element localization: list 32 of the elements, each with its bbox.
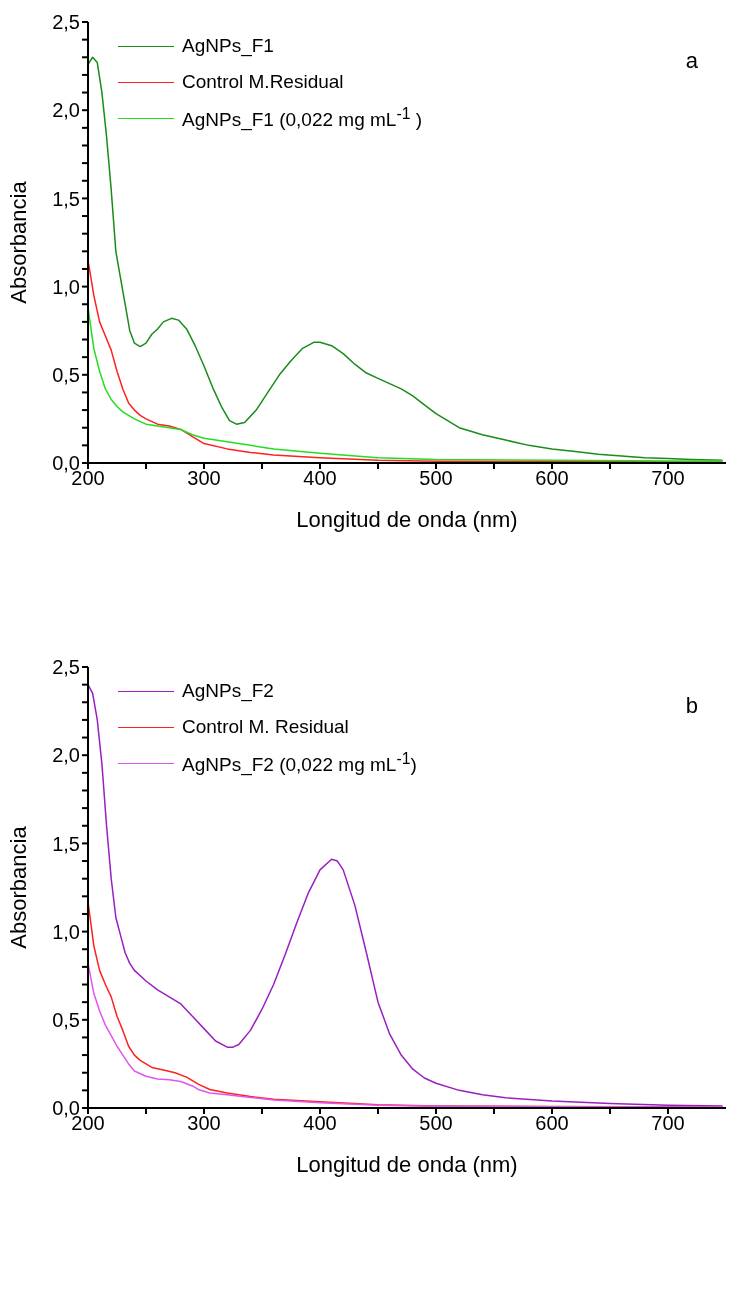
legend-label: AgNPs_F1 (0,022 mg mL$^{-1}$ )	[182, 104, 423, 132]
annotation: a	[685, 48, 698, 74]
y-tick-label: 2,5	[52, 11, 80, 34]
legend-label: Control M.Residual	[182, 71, 344, 93]
legend-label: AgNPs_F2 (0,022 mg mL$^{-1}$)	[182, 749, 417, 777]
x-tick-label: 500	[419, 1112, 453, 1135]
x-tick-label: 700	[651, 467, 685, 490]
y-tick-label: 0,5	[52, 363, 80, 386]
x-tick-label: 400	[303, 1112, 337, 1135]
y-axis-title: Absorbancia	[5, 180, 31, 304]
x-tick-label: 400	[303, 467, 337, 490]
y-tick-label: 1,5	[52, 832, 80, 855]
x-axis-title: Longitud de onda (nm)	[296, 507, 518, 532]
y-tick-label: 1,0	[52, 275, 80, 298]
y-axis-title: Absorbancia	[5, 825, 31, 949]
legend-label: Control M. Residual	[182, 716, 349, 738]
x-tick-label: 600	[535, 1112, 569, 1135]
x-tick-label: 500	[419, 467, 453, 490]
legend-label: AgNPs_F2	[182, 680, 274, 702]
y-tick-label: 2,5	[52, 656, 80, 679]
annotation: b	[685, 693, 698, 719]
x-tick-label: 600	[535, 467, 569, 490]
y-tick-label: 0,5	[52, 1008, 80, 1031]
y-tick-label: 1,5	[52, 187, 80, 210]
y-tick-label: 2,0	[52, 99, 80, 122]
x-tick-label: 300	[187, 1112, 221, 1135]
y-tick-label: 1,0	[52, 920, 80, 943]
x-tick-label: 300	[187, 467, 221, 490]
y-tick-label: 2,0	[52, 744, 80, 767]
legend-label: AgNPs_F1	[182, 35, 274, 57]
x-axis-title: Longitud de onda (nm)	[296, 1152, 518, 1177]
x-tick-label: 700	[651, 1112, 685, 1135]
